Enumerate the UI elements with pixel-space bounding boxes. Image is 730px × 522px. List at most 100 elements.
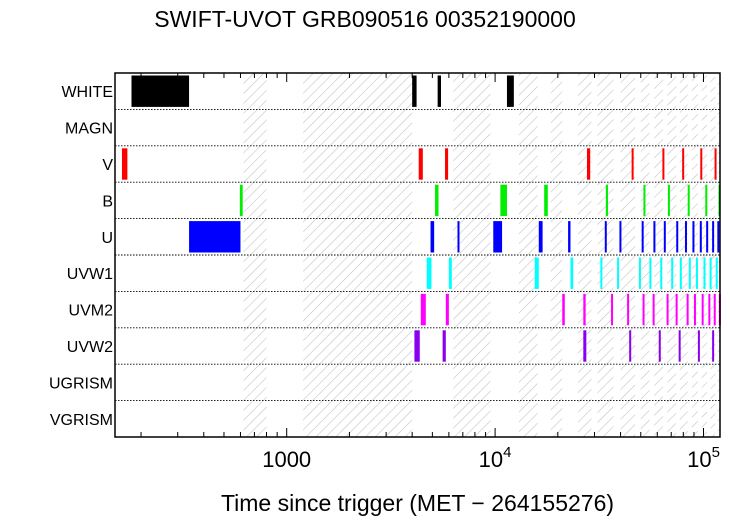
hatched-interval-10 [667, 73, 677, 437]
exposure-u-8 [641, 221, 644, 253]
filter-label-uvw1: UVW1 [67, 266, 113, 283]
exposure-uvm2-7 [652, 293, 655, 326]
filter-label-v: V [102, 157, 113, 174]
exposure-u-0 [189, 221, 241, 253]
exposure-v-7 [700, 148, 703, 180]
exposure-uvm2-2 [562, 293, 565, 326]
exposure-uvm2-5 [627, 293, 630, 326]
filter-label-magn: MAGN [65, 121, 113, 138]
exposure-uvm2-8 [666, 293, 669, 326]
exposure-uvw1-1 [448, 257, 452, 289]
hatched-interval-0 [243, 73, 267, 437]
hatched-interval-6 [597, 73, 614, 437]
exposure-uvw2-2 [583, 330, 587, 362]
exposure-uvm2-13 [708, 293, 711, 326]
hatched-interval-11 [679, 73, 688, 437]
exposure-b-3 [544, 184, 548, 217]
exposure-b-5 [643, 184, 646, 217]
exposure-u-6 [604, 221, 607, 253]
exposure-v-0 [121, 148, 128, 180]
exposure-b-1 [435, 184, 439, 217]
exposure-u-11 [676, 221, 679, 253]
exposure-uvw1-11 [688, 257, 691, 289]
exposure-white-2 [437, 75, 441, 107]
exposure-v-1 [418, 148, 423, 180]
exposure-uvw2-6 [697, 330, 700, 362]
filter-label-white: WHITE [61, 84, 113, 101]
exposure-v-5 [662, 148, 665, 180]
exposure-b-4 [605, 184, 608, 217]
exposure-uvw2-7 [712, 330, 715, 362]
exposure-uvm2-12 [701, 293, 704, 326]
x-tick-label-0: 1000 [262, 447, 311, 472]
filter-label-ugrism: UGRISM [49, 375, 113, 392]
exposure-uvm2-14 [713, 293, 716, 326]
exposure-u-13 [692, 221, 695, 253]
exposure-uvm2-10 [686, 293, 689, 326]
filter-label-vgrism: VGRISM [50, 412, 113, 429]
filter-labels: WHITE MAGN V B U UVW1 UVM2 UVW2 UGRISM VGRISM [49, 84, 113, 429]
exposure-uvw2-3 [629, 330, 632, 362]
filter-label-uvw2: UVW2 [67, 339, 113, 356]
exposure-v-6 [682, 148, 685, 180]
x-tick-label-2: 105 [687, 444, 720, 472]
exposure-white-3 [506, 75, 514, 107]
exposure-uvw1-13 [703, 257, 706, 289]
exposure-uvw1-12 [695, 257, 698, 289]
exposure-white-1 [412, 75, 417, 107]
exposure-u-16 [712, 221, 715, 253]
x-tick-label-1: 104 [479, 444, 512, 472]
exposure-uvw1-15 [715, 257, 718, 289]
hatched-interval-3 [518, 73, 538, 437]
exposure-uvw1-5 [617, 257, 620, 289]
exposure-b-0 [239, 184, 243, 217]
exposure-uvw2-4 [658, 330, 661, 362]
exposure-u-12 [684, 221, 687, 253]
exposure-u-2 [457, 221, 460, 253]
exposure-uvw1-3 [570, 257, 574, 289]
exposure-uvw1-0 [426, 257, 432, 289]
x-axis-ticks: 1000 104 105 [140, 73, 720, 472]
exposure-b-7 [687, 184, 690, 217]
exposure-uvm2-0 [420, 293, 426, 326]
exposure-uvm2-11 [693, 293, 696, 326]
exposure-uvm2-3 [583, 293, 586, 326]
exposure-b-6 [667, 184, 670, 217]
exposure-u-15 [706, 221, 709, 253]
exposure-uvw1-10 [679, 257, 682, 289]
exposure-u-14 [699, 221, 702, 253]
exposure-uvw2-0 [414, 330, 420, 362]
exposure-white-0 [131, 75, 190, 107]
exposure-b-8 [705, 184, 708, 217]
exposure-v-3 [586, 148, 591, 180]
exposure-uvm2-1 [445, 293, 449, 326]
exposure-v-4 [631, 148, 634, 180]
exposure-uvw2-5 [678, 330, 681, 362]
exposure-u-9 [653, 221, 656, 253]
hatched-interval-8 [640, 73, 650, 437]
hatched-interval-7 [620, 73, 636, 437]
exposure-uvw1-14 [709, 257, 712, 289]
exposure-uvw1-4 [600, 257, 603, 289]
plot-frame [114, 72, 721, 438]
exposure-u-3 [493, 221, 503, 253]
exposure-uvw1-2 [534, 257, 539, 289]
filter-label-u: U [101, 230, 113, 247]
exposure-uvw1-8 [660, 257, 663, 289]
exposure-b-2 [500, 184, 507, 217]
exposure-u-1 [430, 221, 435, 253]
chart-title: SWIFT-UVOT GRB090516 00352190000 [154, 6, 576, 32]
exposure-v-2 [445, 148, 449, 180]
exposure-u-10 [663, 221, 666, 253]
exposure-uvm2-9 [675, 293, 678, 326]
filter-label-uvm2: UVM2 [69, 303, 114, 320]
exposure-uvw1-6 [638, 257, 641, 289]
exposure-v-8 [714, 148, 717, 180]
exposure-u-7 [619, 221, 622, 253]
exposure-bars [121, 75, 721, 362]
exposure-uvm2-4 [611, 293, 614, 326]
exposure-uvw1-7 [649, 257, 652, 289]
filter-label-b: B [102, 193, 113, 210]
exposure-uvw2-1 [442, 330, 446, 362]
